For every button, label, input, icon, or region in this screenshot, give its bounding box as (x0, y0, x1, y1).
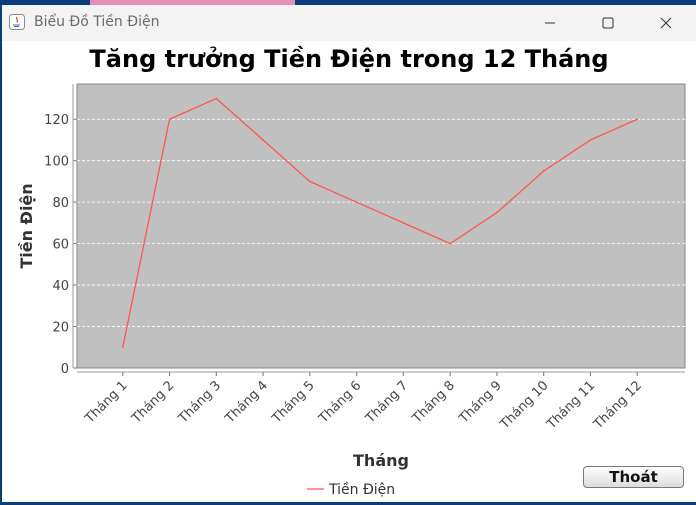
x-tick-label: Tháng 4 (222, 378, 271, 427)
data-point (449, 242, 451, 245)
y-axis-label: Tiền Điện (17, 183, 36, 268)
series-line (122, 97, 638, 348)
x-tick-label: Tháng 8 (409, 378, 458, 427)
x-tick-label: Tháng 9 (456, 378, 505, 427)
data-point (636, 118, 639, 121)
y-tick-label: 80 (52, 196, 69, 211)
data-point (121, 346, 124, 349)
java-app-icon (9, 14, 25, 30)
x-tick-label: Tháng 6 (316, 378, 365, 427)
maximize-icon (602, 17, 614, 29)
exit-button[interactable]: Thoát (583, 466, 684, 488)
y-tick-label: 0 (61, 362, 69, 377)
close-icon (660, 17, 672, 29)
maximize-button[interactable] (585, 5, 631, 41)
data-point (496, 211, 498, 214)
legend-label: Tiền Điện (328, 481, 395, 498)
x-tick-label: Tháng 11 (544, 378, 599, 433)
data-point (402, 222, 405, 224)
data-point (168, 118, 171, 121)
plot-area (76, 83, 686, 369)
desktop-background (0, 0, 696, 5)
y-tick-label: 20 (52, 321, 69, 336)
x-tick-label: Tháng 7 (362, 378, 411, 427)
x-axis-label: Tháng (353, 451, 409, 470)
x-tick-label: Tháng 3 (175, 378, 224, 427)
line-chart: Tăng trưởng Tiền Điện trong 12 Tháng 0 20 4… (17, 45, 686, 498)
background-window-tab (90, 0, 295, 5)
close-button[interactable] (643, 5, 689, 41)
minimize-button[interactable] (527, 5, 573, 41)
data-point (309, 180, 311, 183)
data-point (542, 170, 545, 172)
chart-window: Biểu Đồ Tiền Điện Tăng trưởng Tiền Điện … (2, 5, 696, 502)
title-bar: Biểu Đồ Tiền Điện (2, 5, 696, 41)
x-tick-label: Tháng 2 (129, 378, 178, 427)
data-point (215, 97, 218, 100)
chart-title: Tăng trưởng Tiền Điện trong 12 Tháng (89, 45, 608, 73)
data-point (262, 139, 264, 141)
x-tick-label: Tháng 1 (82, 378, 131, 427)
x-tick-label: Tháng 12 (590, 378, 645, 433)
y-tick-label: 40 (52, 279, 69, 294)
y-tick-label: 120 (44, 113, 69, 128)
window-title: Biểu Đồ Tiền Điện (34, 14, 160, 30)
x-tick-label: Tháng 10 (497, 378, 552, 433)
x-tick-label: Tháng 5 (269, 378, 318, 427)
y-tick-label: 60 (52, 238, 69, 253)
data-point (589, 139, 592, 141)
y-tick-label: 100 (44, 155, 69, 170)
data-point (355, 201, 358, 203)
minimize-icon (545, 22, 555, 24)
